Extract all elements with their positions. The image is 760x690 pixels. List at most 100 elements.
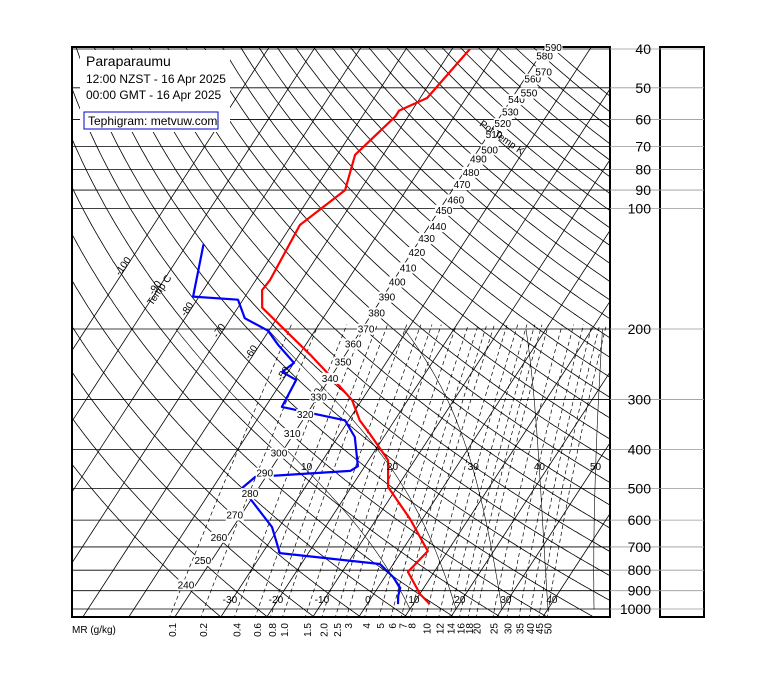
mixing-ratio-label: 20 <box>473 623 484 635</box>
dry-adiabat <box>75 47 610 601</box>
dry-adiabat-label: 250 <box>194 556 211 567</box>
dry-adiabat <box>203 47 610 440</box>
mixing-ratio-label: 10 <box>423 623 434 635</box>
source: Tephigram: metvuw.com <box>88 114 217 128</box>
label-backdrop <box>446 194 465 206</box>
label-backdrop <box>501 106 520 118</box>
mixing-ratio-label: 40 <box>526 623 537 635</box>
mixing-ratio-line <box>467 324 543 617</box>
y-tick-label: 1000 <box>620 601 651 617</box>
label-backdrop <box>417 233 436 245</box>
label-backdrop <box>176 579 195 591</box>
isotherm-label: 40 <box>546 595 558 606</box>
subtitle: 00:00 GMT - 16 Apr 2025 <box>86 88 222 102</box>
mixing-ratio-label: 18 <box>465 623 476 635</box>
dry-adiabat <box>240 47 610 398</box>
mixing-ratio-line <box>169 324 292 617</box>
isotherm <box>72 47 408 564</box>
saturated-adiabat-label: 30 <box>468 462 480 473</box>
dry-adiabat-label: 290 <box>256 469 273 480</box>
label-backdrop <box>480 144 499 156</box>
label-backdrop <box>544 42 563 53</box>
mixing-ratio-label: 3 <box>344 623 355 629</box>
label-backdrop <box>523 73 542 85</box>
mixing-ratio-line <box>546 324 607 617</box>
dry-adiabat-label: 450 <box>436 206 453 217</box>
saturated-adiabat <box>267 328 457 610</box>
dry-adiabat <box>148 47 610 506</box>
dry-adiabat-label: 330 <box>310 392 327 403</box>
mixing-ratio-label: 2.5 <box>333 623 344 637</box>
y-tick-label: 70 <box>635 138 651 154</box>
mixing-ratio-line <box>304 324 408 617</box>
dry-adiabat-label: 400 <box>389 278 406 289</box>
dry-adiabat <box>93 47 610 577</box>
label-backdrop <box>485 129 504 141</box>
dry-adiabat-label: 550 <box>521 89 538 100</box>
label-backdrop <box>321 372 340 384</box>
label-backdrop <box>493 118 512 130</box>
dry-adiabat-label: 310 <box>284 429 301 440</box>
dewpoint-profile <box>192 244 402 605</box>
dry-adiabat <box>72 371 315 617</box>
label-backdrop <box>453 179 472 191</box>
label-backdrop <box>535 50 554 62</box>
dry-adiabat <box>258 47 610 378</box>
saturated-adiabat <box>593 328 603 609</box>
dry-adiabat <box>72 417 269 617</box>
dry-adiabat-label: 390 <box>379 293 396 304</box>
mixing-ratio-line <box>459 324 536 617</box>
mixing-ratio-label: 12 <box>436 623 447 635</box>
dry-adiabat <box>72 137 548 617</box>
mixing-ratio-label: 16 <box>456 623 467 635</box>
dry-adiabat-label: 580 <box>536 51 553 62</box>
dry-adiabat-label: 490 <box>470 155 487 166</box>
y-tick-label: 600 <box>628 512 652 528</box>
label-backdrop <box>240 488 259 500</box>
label-backdrop <box>399 262 418 274</box>
isotherm <box>312 159 610 617</box>
mixing-ratio-label: 0.1 <box>168 623 179 637</box>
label-backdrop <box>507 94 526 106</box>
side-panel <box>659 46 705 618</box>
label-backdrop <box>255 467 274 479</box>
dry-adiabat-label: 340 <box>322 374 339 385</box>
label-backdrop <box>367 307 386 319</box>
isotherm-label: 10 <box>408 595 420 606</box>
dry-adiabat-label: 510 <box>486 130 503 141</box>
mr-axis-label: MR (g/kg) <box>72 625 116 636</box>
dry-adiabat-label: 370 <box>358 325 375 336</box>
dry-adiabat-label: 300 <box>271 449 288 460</box>
isotherm-label: -30 <box>223 595 238 606</box>
y-tick-label: 700 <box>628 539 652 555</box>
label-backdrop <box>469 153 488 165</box>
label-backdrop <box>519 87 538 99</box>
dry-adiabat <box>221 47 610 419</box>
dry-adiabat-label: 570 <box>535 67 552 78</box>
mixing-ratio-label: 35 <box>515 623 526 635</box>
y-tick-label: 400 <box>628 442 652 458</box>
saturated-adiabat <box>525 328 549 610</box>
dry-adiabat <box>72 87 595 617</box>
dry-adiabat-label: 460 <box>447 195 464 206</box>
dry-adiabat <box>166 47 610 484</box>
isotherm <box>542 512 610 617</box>
mixing-ratio-label: 5 <box>376 623 387 629</box>
label-backdrop <box>357 323 376 335</box>
mixing-ratio-label: 14 <box>447 623 458 635</box>
label-backdrop <box>388 276 407 288</box>
mixing-ratio-label: 2.0 <box>320 623 331 637</box>
y-tick-label: 40 <box>635 41 651 57</box>
mixing-ratio-line <box>518 324 584 617</box>
mixing-ratio-label: 30 <box>503 623 514 635</box>
isotherm <box>496 442 610 617</box>
mixing-ratio-line <box>234 324 348 617</box>
label-backdrop <box>407 247 426 259</box>
y-tick-label: 200 <box>628 321 652 337</box>
dry-adiabat <box>130 47 610 529</box>
y-tick-label: 100 <box>628 200 652 216</box>
mixing-ratio-label: 1.0 <box>280 623 291 637</box>
dry-adiabat-label: 530 <box>502 108 519 119</box>
mixing-ratio-line <box>364 324 457 617</box>
